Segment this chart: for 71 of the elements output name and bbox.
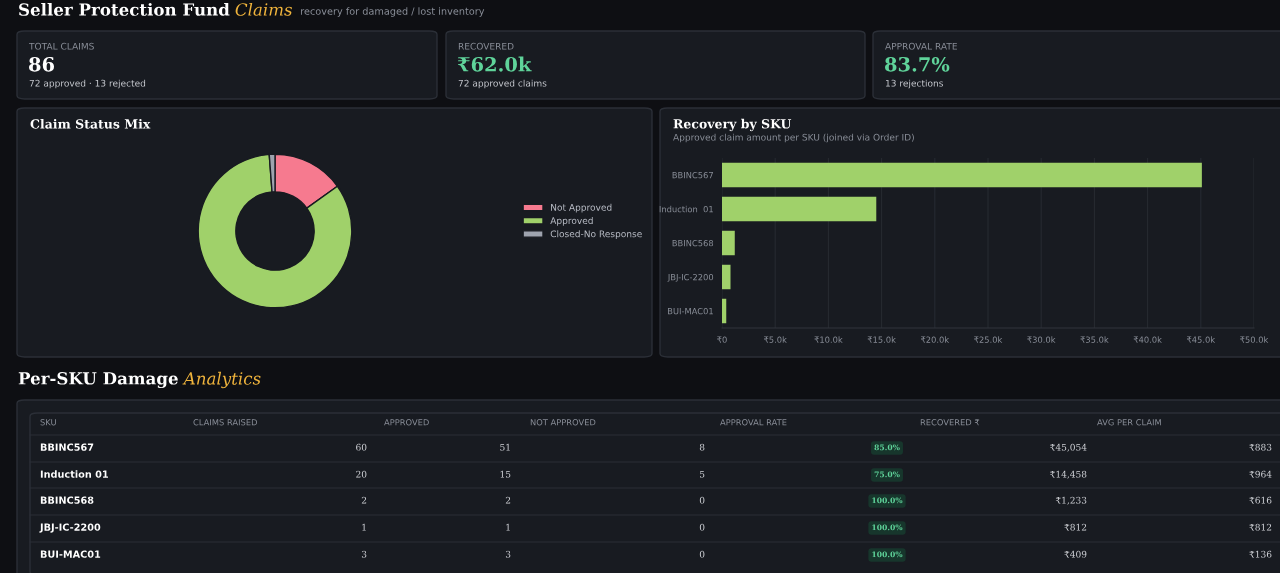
text: 60 xyxy=(356,443,367,451)
text: 20 xyxy=(356,470,367,478)
text: 86 xyxy=(29,56,55,72)
x-tick-label: ₹40.0k xyxy=(1133,336,1162,343)
legend-label: Closed-No Response xyxy=(550,230,642,240)
text: 0 xyxy=(699,523,705,531)
y-tick-label: Induction 01 xyxy=(659,205,713,213)
category-label: BBINC567 xyxy=(40,443,94,451)
text: 2 xyxy=(505,496,511,504)
text: 0 xyxy=(699,550,705,558)
text: 2 xyxy=(361,496,367,504)
category-label: Induction 01 xyxy=(40,470,109,478)
text: RECOVERED xyxy=(458,42,514,50)
x-tick-label: ₹15.0k xyxy=(867,336,896,343)
text: 8 xyxy=(699,443,705,451)
text: 3 xyxy=(361,550,367,558)
text: 13 rejections xyxy=(885,79,943,89)
text: ₹136 xyxy=(1249,550,1272,558)
text: TOTAL CLAIMS xyxy=(28,42,94,50)
text: Seller Protection Fund Claims xyxy=(19,2,293,16)
category-label: AVG PER CLAIM xyxy=(1097,419,1161,426)
text: 72 approved · 13 rejected xyxy=(29,79,146,89)
x-tick-label: ₹25.0k xyxy=(974,336,1003,343)
category-label: BUI-MAC01 xyxy=(40,550,101,558)
x-tick-label: ₹50.0k xyxy=(1240,336,1269,343)
y-tick-label: BBINC567 xyxy=(672,171,713,179)
chart-subtitle: Approved claim amount per SKU (joined via Order ID) xyxy=(673,133,914,143)
category-label: APPROVAL RATE xyxy=(720,419,787,426)
text: APPROVAL RATE xyxy=(885,42,957,50)
text: 72 approved claims xyxy=(458,79,547,89)
text: 5 xyxy=(700,470,705,478)
category-label: BBINC568 xyxy=(40,496,94,504)
text: 1 xyxy=(506,523,510,531)
text: Per-SKU Damage Analytics xyxy=(18,371,261,389)
x-tick-label: ₹35.0k xyxy=(1080,336,1109,343)
text: ₹812 xyxy=(1064,523,1087,531)
text: ₹616 xyxy=(1249,496,1272,504)
category-label: APPROVED xyxy=(384,419,429,426)
x-tick-label: ₹45.0k xyxy=(1186,336,1216,343)
category-label: CLAIMS RAISED xyxy=(193,419,258,426)
chart-title: Recovery by SKU xyxy=(673,118,792,132)
text: ₹62.0k xyxy=(457,56,532,72)
category-label: JBJ-IC-2200 xyxy=(39,523,101,533)
text: ₹1,233 xyxy=(1055,496,1087,505)
text: 51 xyxy=(500,443,510,451)
y-tick-label: BUI-MAC01 xyxy=(668,307,713,315)
text: 3 xyxy=(505,550,511,558)
text: SKU xyxy=(40,419,56,426)
category-label: RECOVERED ₹ xyxy=(920,419,980,426)
y-tick-label: JBJ-IC-2200 xyxy=(667,273,714,282)
x-tick-label: ₹5.0k xyxy=(763,336,787,343)
text: 0 xyxy=(699,496,705,504)
text: ₹409 xyxy=(1064,550,1087,558)
text: ₹812 xyxy=(1249,523,1272,531)
legend-label: Not Approved xyxy=(551,203,612,213)
text: recovery for damaged / lost inventory xyxy=(301,7,485,17)
text: ₹45,054 xyxy=(1050,443,1087,452)
text: ₹883 xyxy=(1249,443,1272,451)
legend-label: Approved xyxy=(550,217,593,226)
text: 83.7% xyxy=(885,56,950,72)
x-tick-label: ₹0 xyxy=(717,336,727,343)
category-label: NOT APPROVED xyxy=(530,419,596,426)
x-tick-label: ₹10.0k xyxy=(814,336,843,343)
x-tick-label: ₹30.0k xyxy=(1027,336,1056,343)
y-tick-label: BBINC568 xyxy=(672,239,714,247)
text: ₹14,458 xyxy=(1050,470,1087,479)
text: 15 xyxy=(500,470,511,478)
text: Claim Status Mix xyxy=(30,118,151,129)
x-tick-label: ₹20.0k xyxy=(920,336,950,343)
text: 1 xyxy=(362,523,366,531)
text: ₹964 xyxy=(1249,470,1272,478)
